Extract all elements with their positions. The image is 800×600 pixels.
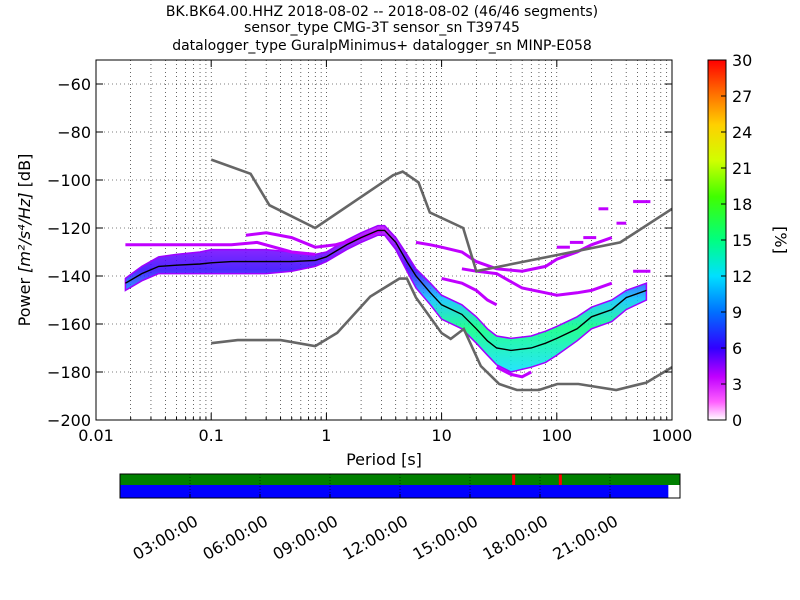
y-tick-label: −160	[47, 315, 91, 334]
noise-model-curve	[211, 277, 672, 392]
colorbar-tick-label: 12	[732, 267, 752, 286]
gap-marker	[512, 474, 516, 485]
title-line-3: datalogger_type GuralpMinimus+ datalogge…	[172, 38, 592, 54]
colorbar-tick-label: 3	[732, 375, 742, 394]
y-axis-label: Power [m²/s⁴/Hz] [dB]	[15, 154, 34, 327]
ppsd-outlier-segment	[441, 276, 498, 307]
colorbar-tick-label: 15	[732, 231, 752, 250]
y-axis-label-units: [m²/s⁴/Hz]	[15, 192, 34, 272]
chart-title: BK.BK64.00.HHZ 2018-08-02 -- 2018-08-02 …	[166, 4, 598, 54]
ppsd-outlier-segment	[495, 365, 532, 379]
y-tick-label: −80	[57, 123, 91, 142]
x-axis-label: Period [s]	[346, 450, 422, 469]
ppsd-outlier-segment	[125, 240, 316, 256]
colorbar-tick-label: 24	[732, 123, 752, 142]
segment-timeline: 03:00:0006:00:0009:00:0012:00:0015:00:00…	[119, 473, 681, 564]
colorbar-tick-label: 6	[732, 339, 742, 358]
x-tick-label: 10	[431, 426, 451, 445]
y-axis-label-prefix: Power	[15, 273, 34, 326]
y-tick-label: −180	[47, 363, 91, 382]
x-tick-label: 1	[321, 426, 331, 445]
title-line-2: sensor_type CMG-3T sensor_sn T39745	[244, 20, 520, 36]
title-line-1: BK.BK64.00.HHZ 2018-08-02 -- 2018-08-02 …	[166, 4, 598, 20]
gap-markers	[512, 474, 562, 485]
plot-frame	[95, 59, 673, 421]
ppsd-outlier-segment	[461, 267, 613, 297]
y-tick-label: −200	[47, 411, 91, 430]
plot-area: 0.01 0.1 1 10 100 1000 −200 −180 −160 −140 −120 −1…	[15, 59, 692, 469]
timeline-tick-label: 03:00:00	[129, 511, 201, 563]
colorbar-tick-label: 30	[732, 51, 752, 70]
noise-model-curve	[210, 158, 672, 273]
timeline-tick-label: 12:00:00	[339, 511, 411, 563]
timeline-tick-label: 15:00:00	[409, 511, 481, 563]
y-tick-label: −60	[57, 75, 91, 94]
colorbar-tick-label: 21	[732, 159, 752, 178]
mean-psd-curve	[125, 229, 647, 352]
colorbar-ticks: 0 3 6 9 12 15 18 21 24 27 30	[721, 51, 752, 430]
coverage-bar	[120, 474, 680, 485]
x-tick-label: 1000	[652, 426, 693, 445]
colorbar-tick-label: 0	[732, 411, 742, 430]
gap-marker	[558, 474, 562, 485]
colorbar-tick-label: 9	[732, 303, 742, 322]
x-tick-label: 0.1	[198, 426, 223, 445]
colorbar-tick-label: 18	[732, 195, 752, 214]
x-tick-label: 0.01	[78, 426, 114, 445]
y-axis-label-suffix: [dB]	[15, 154, 34, 193]
timeline-tick-label: 09:00:00	[269, 511, 341, 563]
colorbar: 0 3 6 9 12 15 18 21 24 27 30 [%]	[707, 51, 790, 430]
timeline-tick-label: 18:00:00	[479, 511, 551, 563]
data-layer	[124, 158, 672, 392]
timeline-tick-label: 06:00:00	[199, 511, 271, 563]
y-tick-label: −140	[47, 267, 91, 286]
colorbar-tick-label: 27	[732, 87, 752, 106]
y-tick-label: −120	[47, 219, 91, 238]
y-tick-label: −100	[47, 171, 91, 190]
plot-background	[96, 60, 672, 420]
x-tick-label: 100	[542, 426, 573, 445]
colorbar-label: [%]	[771, 226, 790, 254]
timeline-tick-label: 21:00:00	[549, 511, 621, 563]
x-axis-ticks: 0.01 0.1 1 10 100 1000	[78, 60, 692, 445]
segments-bar	[120, 485, 669, 498]
y-axis-ticks: −200 −180 −160 −140 −120 −100 −80 −60	[47, 75, 672, 430]
